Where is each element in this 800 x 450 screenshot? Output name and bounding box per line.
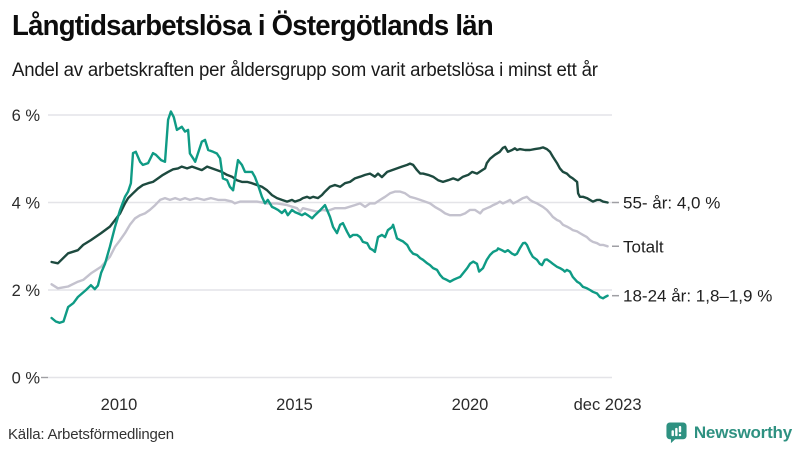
series-line-totalt [50,190,609,290]
source-attribution: Källa: Arbetsförmedlingen [8,426,174,443]
newsworthy-wordmark: Newsworthy [693,423,792,442]
series-end-label: 55- år: 4,0 % [623,194,720,213]
series-line-18-24-r [50,110,609,324]
series-line-55-r [50,145,609,265]
newsworthy-logo-icon [665,421,688,445]
y-tick-label: 2 % [12,282,41,300]
series-end-label: Totalt [623,237,664,256]
y-tick-label: 0 % [12,370,41,388]
x-tick-label: 2010 [101,396,138,414]
newsworthy-brand: Newsworthy [665,421,792,445]
page-title: Långtidsarbetslösa i Östergötlands län [12,10,494,42]
y-tick-label: 4 % [12,195,41,213]
x-tick-label: 2015 [276,396,313,414]
x-tick-label: 2020 [452,396,489,414]
y-tick-label: 6 % [12,107,41,125]
x-tick-label: dec 2023 [574,396,642,414]
page-subtitle: Andel av arbetskraften per åldersgrupp s… [12,60,598,81]
series-end-label: 18-24 år: 1,8–1,9 % [623,287,772,306]
